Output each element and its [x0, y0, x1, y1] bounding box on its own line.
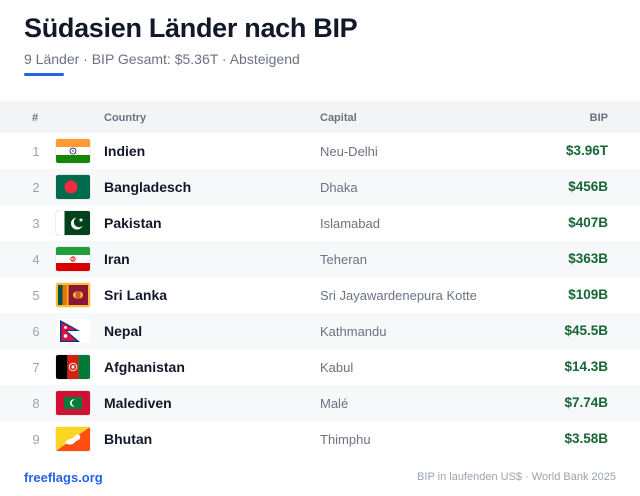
table-row[interactable]: 5 Sri Lanka Sri Jayawardenepura Kotte $1…	[0, 277, 640, 313]
column-header-rank[interactable]: #	[32, 112, 39, 124]
row-rank: 2	[32, 180, 40, 195]
row-gdp: $363B	[568, 251, 608, 266]
row-rank: 5	[32, 288, 40, 303]
source-note: BIP in laufenden US$ · World Bank 2025	[417, 471, 616, 483]
row-rank: 8	[32, 396, 40, 411]
row-capital: Kabul	[320, 360, 354, 375]
bhutan-flag-icon	[56, 427, 90, 451]
india-flag-icon	[56, 139, 90, 163]
table-header: # Country Capital BIP	[0, 101, 640, 133]
row-capital: Islamabad	[320, 216, 380, 231]
column-header-capital[interactable]: Capital	[320, 112, 357, 124]
table-row[interactable]: 6 Nepal Kathmandu $45.5B	[0, 313, 640, 349]
row-capital: Sri Jayawardenepura Kotte	[320, 288, 477, 303]
row-rank: 4	[32, 252, 40, 267]
column-header-country[interactable]: Country	[104, 112, 147, 124]
row-gdp: $7.74B	[564, 395, 608, 410]
row-gdp: $109B	[568, 287, 608, 302]
row-country: Bhutan	[104, 431, 153, 447]
table-row[interactable]: 9 Bhutan Thimphu $3.58B	[0, 421, 640, 457]
title-accent-bar	[24, 73, 64, 76]
row-capital: Kathmandu	[320, 324, 387, 339]
page-subtitle: 9 Länder · BIP Gesamt: $5.36T · Absteige…	[24, 51, 300, 67]
row-rank: 1	[32, 144, 40, 159]
row-gdp: $3.96T	[565, 143, 608, 158]
maldives-flag-icon	[56, 391, 90, 415]
table-row[interactable]: 3 Pakistan Islamabad $407B	[0, 205, 640, 241]
row-country: Pakistan	[104, 215, 162, 231]
row-country: Bangladesch	[104, 179, 192, 195]
gdp-table: # Country Capital BIP 1 Indien Neu-Delhi…	[0, 101, 640, 457]
table-row[interactable]: 8 Malediven Malé $7.74B	[0, 385, 640, 421]
row-gdp: $3.58B	[564, 431, 608, 446]
table-row[interactable]: 2 Bangladesch Dhaka $456B	[0, 169, 640, 205]
page-header: Südasien Länder nach BIP 9 Länder · BIP …	[24, 12, 358, 76]
row-country: Afghanistan	[104, 359, 185, 375]
iran-flag-icon	[56, 247, 90, 271]
row-capital: Teheran	[320, 252, 367, 267]
row-rank: 3	[32, 216, 40, 231]
page-title: Südasien Länder nach BIP	[24, 13, 358, 43]
column-header-gdp[interactable]: BIP	[589, 112, 608, 124]
row-gdp: $407B	[568, 215, 608, 230]
row-capital: Malé	[320, 396, 349, 411]
row-country: Sri Lanka	[104, 287, 168, 303]
row-rank: 6	[32, 324, 40, 339]
table-row[interactable]: 1 Indien Neu-Delhi $3.96T	[0, 133, 640, 169]
row-country: Nepal	[104, 323, 143, 339]
row-country: Indien	[104, 143, 146, 159]
row-gdp: $456B	[568, 179, 608, 194]
table-row[interactable]: 4 Iran Teheran $363B	[0, 241, 640, 277]
sri-lanka-flag-icon	[56, 283, 90, 307]
row-gdp: $45.5B	[564, 323, 608, 338]
row-gdp: $14.3B	[564, 359, 608, 374]
brand-link[interactable]: freeflags.org	[24, 470, 103, 485]
pakistan-flag-icon	[56, 211, 90, 235]
row-rank: 7	[32, 360, 40, 375]
nepal-flag-icon	[56, 319, 90, 343]
table-row[interactable]: 7 Afghanistan Kabul $14.3B	[0, 349, 640, 385]
row-capital: Thimphu	[320, 432, 371, 447]
row-capital: Neu-Delhi	[320, 144, 378, 159]
bangladesh-flag-icon	[56, 175, 90, 199]
page-footer: freeflags.org BIP in laufenden US$ · Wor…	[0, 464, 640, 492]
row-country: Malediven	[104, 395, 172, 411]
row-capital: Dhaka	[320, 180, 358, 195]
row-country: Iran	[104, 251, 130, 267]
row-rank: 9	[32, 432, 40, 447]
afghanistan-flag-icon	[56, 355, 90, 379]
